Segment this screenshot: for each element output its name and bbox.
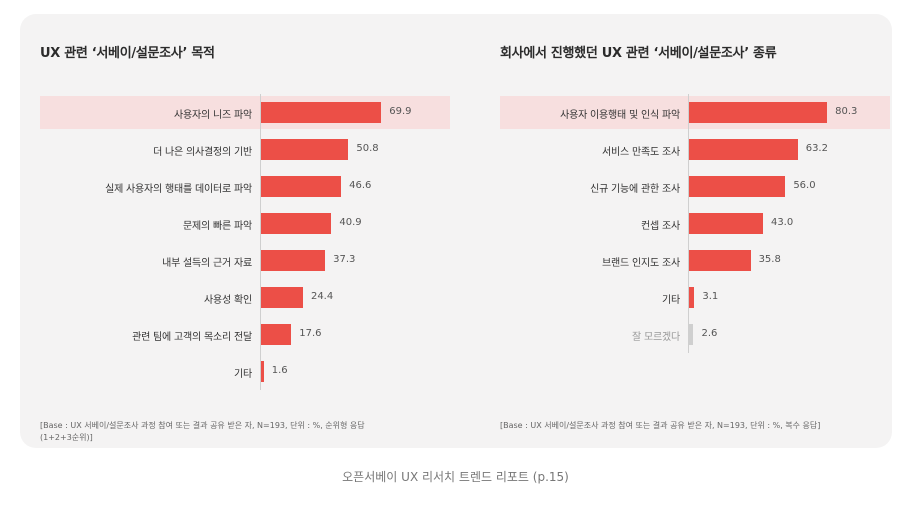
value-label: 35.8 [758, 254, 781, 265]
chart-survey-purpose: UX 관련 ‘서베이/설문조사’ 목적 [Base : UX 서베이/설문조사 … [38, 28, 458, 448]
bar [261, 287, 303, 308]
category-label: 잘 모르겠다 [632, 332, 680, 343]
value-label: 50.8 [356, 143, 379, 154]
category-label: 실제 사용자의 행태를 데이터로 파악 [105, 184, 252, 195]
category-label: 신규 기능에 관한 조사 [590, 184, 680, 195]
category-label: 서비스 만족도 조사 [602, 147, 680, 158]
bar [261, 102, 382, 123]
value-label: 63.2 [805, 143, 828, 154]
value-label: 46.6 [349, 180, 372, 191]
category-label: 사용자 이용행태 및 인식 파악 [560, 110, 680, 121]
bar [261, 176, 342, 197]
value-label: 24.4 [310, 291, 334, 302]
bar [261, 324, 292, 345]
bar [261, 139, 349, 160]
category-label: 사용자의 니즈 파악 [174, 110, 252, 121]
value-label: 17.6 [299, 328, 322, 339]
bar [261, 213, 332, 234]
chart-survey-types: 회사에서 진행했던 UX 관련 ‘서베이/설문조사’ 종류 [Base : UX… [498, 28, 892, 448]
category-label: 더 나은 의사결정의 기반 [153, 147, 252, 158]
bar [689, 176, 786, 197]
value-label: 1.6 [271, 365, 288, 376]
category-label: 기타 [234, 369, 252, 380]
bar [689, 139, 798, 160]
chart-title: 회사에서 진행했던 UX 관련 ‘서베이/설문조사’ 종류 [500, 46, 777, 61]
value-label: 43.0 [770, 217, 794, 228]
value-label: 2.6 [701, 328, 718, 339]
category-label: 문제의 빠른 파악 [183, 221, 252, 232]
category-axis [260, 94, 261, 390]
value-label: 80.3 [835, 106, 858, 117]
category-label: 내부 설득의 근거 자료 [162, 258, 252, 269]
category-label: 컨셉 조사 [641, 221, 680, 232]
value-label: 37.3 [333, 254, 356, 265]
value-label: 40.9 [339, 217, 362, 228]
chart-footnote: [Base : UX 서베이/설문조사 과정 참여 또는 결과 공유 받은 자,… [40, 421, 365, 442]
value-label: 3.1 [702, 291, 719, 302]
figure-caption: 오픈서베이 UX 리서치 트렌드 리포트 (p.15) [342, 470, 569, 484]
category-axis [688, 94, 689, 353]
bar [261, 250, 326, 271]
category-label: 관련 팀에 고객의 목소리 전달 [132, 332, 252, 343]
category-label: 브랜드 인지도 조사 [602, 258, 680, 269]
category-label: 사용성 확인 [204, 295, 252, 306]
bar [689, 250, 751, 271]
chart-title: UX 관련 ‘서베이/설문조사’ 목적 [40, 46, 215, 61]
chart-footnote: [Base : UX 서베이/설문조사 과정 참여 또는 결과 공유 받은 자,… [500, 421, 821, 430]
bar [261, 361, 264, 382]
bar [689, 102, 828, 123]
bar [689, 324, 694, 345]
category-label: 기타 [662, 295, 680, 306]
bar [689, 287, 695, 308]
report-panel: UX 관련 ‘서베이/설문조사’ 목적 [Base : UX 서베이/설문조사 … [20, 14, 892, 448]
value-label: 69.9 [389, 106, 412, 117]
bar [689, 213, 763, 234]
highlight-band [40, 96, 450, 129]
value-label: 56.0 [793, 180, 816, 191]
